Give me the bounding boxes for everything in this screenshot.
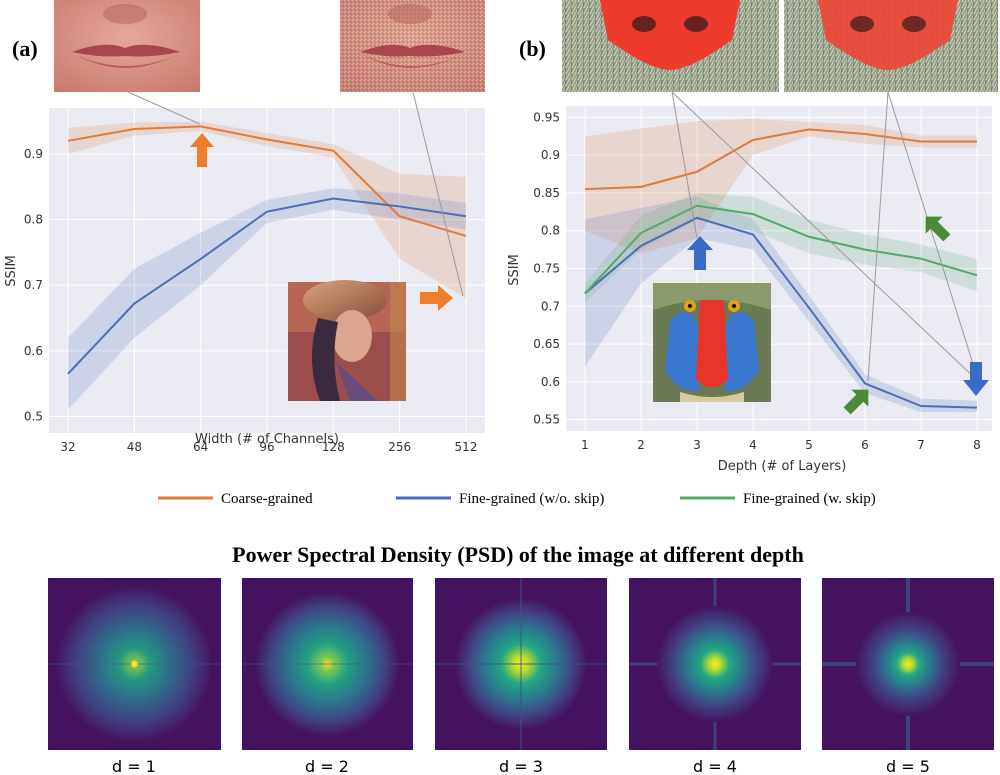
callout-line-b2 bbox=[671, 91, 698, 239]
arrow-right-icon bbox=[420, 285, 453, 311]
grid-b bbox=[566, 106, 992, 431]
y-tick-label: 0.6 bbox=[24, 344, 43, 358]
y-tick-label: 0.9 bbox=[24, 147, 43, 161]
x-tick-label: 1 bbox=[581, 438, 589, 452]
chart-depth: 1 2 3 4 5 6 7 8 0.55 0.6 0.65 0.7 0.75 0.8 0.85 0.9 0.9… bbox=[507, 106, 992, 474]
y-tick-label: 0.8 bbox=[541, 224, 560, 238]
baboon-nose-thumbnail-1 bbox=[562, 0, 779, 92]
x-tick-label: 6 bbox=[861, 438, 869, 452]
x-tick-label: 128 bbox=[322, 440, 345, 454]
y-tick-label: 0.55 bbox=[533, 413, 560, 427]
callout-line-a1 bbox=[127, 91, 201, 125]
x-tick-label: 2 bbox=[637, 438, 645, 452]
x-tick-label: 48 bbox=[127, 440, 142, 454]
y-tick-label: 0.9 bbox=[541, 148, 560, 162]
legend-label-fine: Fine-grained (w/o. skip) bbox=[459, 491, 604, 507]
callout-line-a2 bbox=[412, 91, 464, 297]
y-ticks-b: 0.55 0.6 0.65 0.7 0.75 0.8 0.85 0.9 0.95 bbox=[533, 110, 560, 426]
arrow-up-icon bbox=[687, 236, 713, 270]
psd-panel-4 bbox=[629, 578, 801, 750]
x-axis-label-b: Depth (# of Layers) bbox=[718, 459, 847, 474]
series-line bbox=[584, 204, 978, 295]
y-tick-label: 0.6 bbox=[541, 375, 560, 389]
legend-label-fine-skip: Fine-grained (w. skip) bbox=[743, 491, 876, 507]
psd-title: Power Spectral Density (PSD) of the imag… bbox=[232, 542, 804, 567]
x-tick-label: 32 bbox=[60, 440, 75, 454]
callout-line-b4 bbox=[887, 91, 979, 381]
legend-label-coarse: Coarse-grained bbox=[221, 491, 313, 507]
x-ticks-a: 32 48 64 96 128 256 512 bbox=[60, 440, 477, 454]
confidence-band bbox=[585, 118, 977, 254]
series-line bbox=[67, 125, 467, 237]
y-axis-label-b: SSIM bbox=[507, 254, 522, 286]
callout-line-b1 bbox=[671, 91, 979, 382]
arrow-down-icon bbox=[963, 362, 989, 396]
x-tick-label: 64 bbox=[193, 440, 208, 454]
baboon-nose-thumbnail-2 bbox=[784, 0, 998, 92]
x-axis-label-a: Width (# of Channels) bbox=[195, 432, 339, 447]
y-tick-label: 0.7 bbox=[24, 278, 43, 292]
x-tick-label: 256 bbox=[388, 440, 411, 454]
panel-label-b: (b) bbox=[519, 36, 546, 61]
psd-caption-3: d = 3 bbox=[499, 757, 543, 775]
psd-panel-1 bbox=[48, 578, 221, 750]
baboon-image bbox=[653, 283, 771, 402]
y-tick-label: 0.85 bbox=[533, 186, 560, 200]
x-tick-label: 512 bbox=[455, 440, 478, 454]
series-line bbox=[584, 128, 977, 191]
legend: Coarse-grained Fine-grained (w/o. skip) … bbox=[158, 491, 876, 507]
lips-thumbnail-noisy bbox=[340, 0, 485, 92]
confidence-band bbox=[585, 192, 977, 303]
psd-caption-4: d = 4 bbox=[693, 757, 737, 775]
y-tick-label: 0.65 bbox=[533, 337, 560, 351]
x-tick-label: 7 bbox=[917, 438, 925, 452]
x-tick-label: 8 bbox=[973, 438, 981, 452]
series-line bbox=[584, 216, 978, 409]
chart-width: 32 48 64 96 128 256 512 0.5 0.6 0.7 0.8 0.9 Width … bbox=[4, 108, 485, 454]
psd-caption-5: d = 5 bbox=[886, 757, 930, 775]
psd-caption-1: d = 1 bbox=[112, 757, 156, 775]
y-tick-label: 0.5 bbox=[24, 409, 43, 423]
arrow-down-left-icon bbox=[925, 216, 951, 242]
confidence-band bbox=[585, 196, 977, 413]
arrow-up-right-icon bbox=[843, 389, 869, 415]
arrow-up-icon bbox=[190, 133, 214, 167]
x-tick-label: 5 bbox=[805, 438, 813, 452]
lips-thumbnail-clean bbox=[54, 0, 200, 92]
x-tick-label: 96 bbox=[259, 440, 274, 454]
panel-label-a: (a) bbox=[12, 36, 38, 61]
psd-caption-2: d = 2 bbox=[305, 757, 349, 775]
y-tick-label: 0.95 bbox=[533, 110, 560, 124]
x-ticks-b: 1 2 3 4 5 6 7 8 bbox=[581, 438, 981, 452]
series-line bbox=[67, 197, 467, 375]
y-tick-label: 0.7 bbox=[541, 299, 560, 313]
confidence-band bbox=[68, 121, 466, 299]
psd-panel-5 bbox=[822, 578, 994, 750]
callout-line-b3 bbox=[867, 91, 889, 382]
y-axis-label-a: SSIM bbox=[4, 255, 19, 287]
psd-panel-3 bbox=[435, 578, 607, 750]
y-tick-label: 0.75 bbox=[533, 262, 560, 276]
bands-b bbox=[585, 118, 977, 413]
lena-image bbox=[288, 280, 406, 401]
psd-panel-2 bbox=[242, 578, 413, 750]
x-tick-label: 4 bbox=[749, 438, 757, 452]
x-tick-label: 3 bbox=[693, 438, 701, 452]
y-ticks-a: 0.5 0.6 0.7 0.8 0.9 bbox=[24, 147, 43, 424]
y-tick-label: 0.8 bbox=[24, 213, 43, 227]
lines-b bbox=[584, 128, 978, 409]
lines-a bbox=[67, 125, 467, 375]
